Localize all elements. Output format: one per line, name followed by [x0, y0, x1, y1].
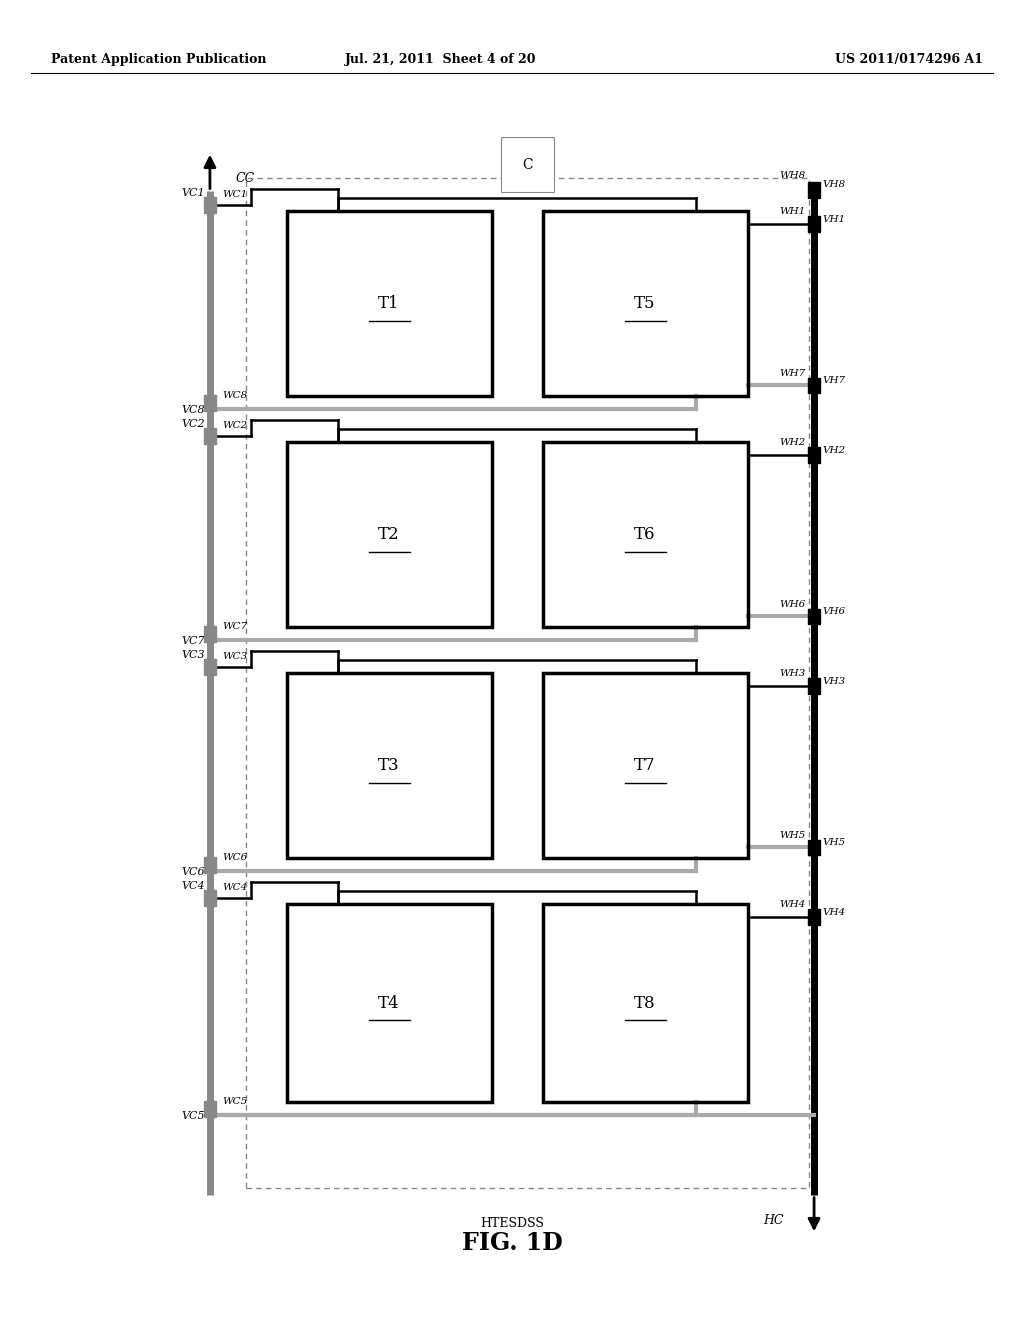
Text: VH6: VH6 — [822, 607, 846, 615]
Text: VC8: VC8 — [181, 405, 205, 416]
Bar — [543, 904, 748, 1102]
Text: VH2: VH2 — [822, 446, 846, 454]
Text: VC7: VC7 — [181, 636, 205, 647]
Bar — [543, 211, 748, 396]
Text: VC2: VC2 — [181, 418, 205, 429]
Bar — [204, 395, 216, 411]
Bar — [204, 197, 216, 213]
Bar — [204, 890, 216, 906]
Text: FIG. 1D: FIG. 1D — [462, 1232, 562, 1255]
Text: VC5: VC5 — [181, 1111, 205, 1122]
Text: VH8: VH8 — [822, 181, 846, 189]
Bar — [204, 428, 216, 444]
Text: WH1: WH1 — [779, 207, 806, 216]
Text: VC3: VC3 — [181, 649, 205, 660]
Bar — [204, 1101, 216, 1117]
Bar — [543, 673, 748, 858]
Bar — [808, 840, 820, 855]
Text: VH5: VH5 — [822, 838, 846, 846]
Bar — [808, 609, 820, 624]
Text: WH6: WH6 — [779, 599, 806, 609]
Text: VC1: VC1 — [181, 187, 205, 198]
Text: WC2: WC2 — [222, 421, 248, 430]
Bar — [808, 216, 820, 232]
Bar — [204, 857, 216, 873]
Text: US 2011/0174296 A1: US 2011/0174296 A1 — [835, 53, 983, 66]
Bar — [287, 673, 492, 858]
Text: T3: T3 — [378, 758, 400, 774]
Text: WH4: WH4 — [779, 900, 806, 909]
Text: VH4: VH4 — [822, 908, 846, 916]
Text: Patent Application Publication: Patent Application Publication — [51, 53, 266, 66]
Text: Jul. 21, 2011  Sheet 4 of 20: Jul. 21, 2011 Sheet 4 of 20 — [344, 53, 537, 66]
Text: C: C — [522, 157, 532, 172]
Text: T4: T4 — [378, 995, 400, 1011]
Text: WC6: WC6 — [222, 853, 248, 862]
Bar — [287, 904, 492, 1102]
Bar — [808, 909, 820, 925]
Text: CC: CC — [236, 172, 255, 185]
Bar — [204, 626, 216, 642]
Text: WH7: WH7 — [779, 368, 806, 378]
Text: HC: HC — [763, 1214, 783, 1228]
Bar — [543, 442, 748, 627]
Bar — [808, 378, 820, 393]
Text: WH2: WH2 — [779, 438, 806, 447]
Bar — [808, 182, 820, 198]
Text: VH7: VH7 — [822, 376, 846, 384]
Text: T6: T6 — [635, 527, 655, 543]
Bar — [808, 447, 820, 463]
Bar — [808, 678, 820, 694]
Text: VC6: VC6 — [181, 867, 205, 878]
Text: T2: T2 — [378, 527, 400, 543]
Text: VH3: VH3 — [822, 677, 846, 685]
Text: T5: T5 — [635, 296, 655, 312]
Text: WC1: WC1 — [222, 190, 248, 199]
Text: T7: T7 — [634, 758, 656, 774]
Text: WH3: WH3 — [779, 669, 806, 678]
Text: WC5: WC5 — [222, 1097, 248, 1106]
Text: WC7: WC7 — [222, 622, 248, 631]
Bar — [246, 178, 809, 1188]
Text: WC3: WC3 — [222, 652, 248, 661]
Text: WC8: WC8 — [222, 391, 248, 400]
Text: HTESDSS: HTESDSS — [480, 1217, 544, 1230]
Bar — [287, 442, 492, 627]
Bar — [204, 659, 216, 675]
Bar — [287, 211, 492, 396]
Text: WC4: WC4 — [222, 883, 248, 892]
Text: WH8: WH8 — [779, 170, 806, 180]
Text: VH1: VH1 — [822, 215, 846, 223]
Text: WH5: WH5 — [779, 830, 806, 840]
Text: VC4: VC4 — [181, 880, 205, 891]
Text: T1: T1 — [378, 296, 400, 312]
Text: T8: T8 — [634, 995, 656, 1011]
